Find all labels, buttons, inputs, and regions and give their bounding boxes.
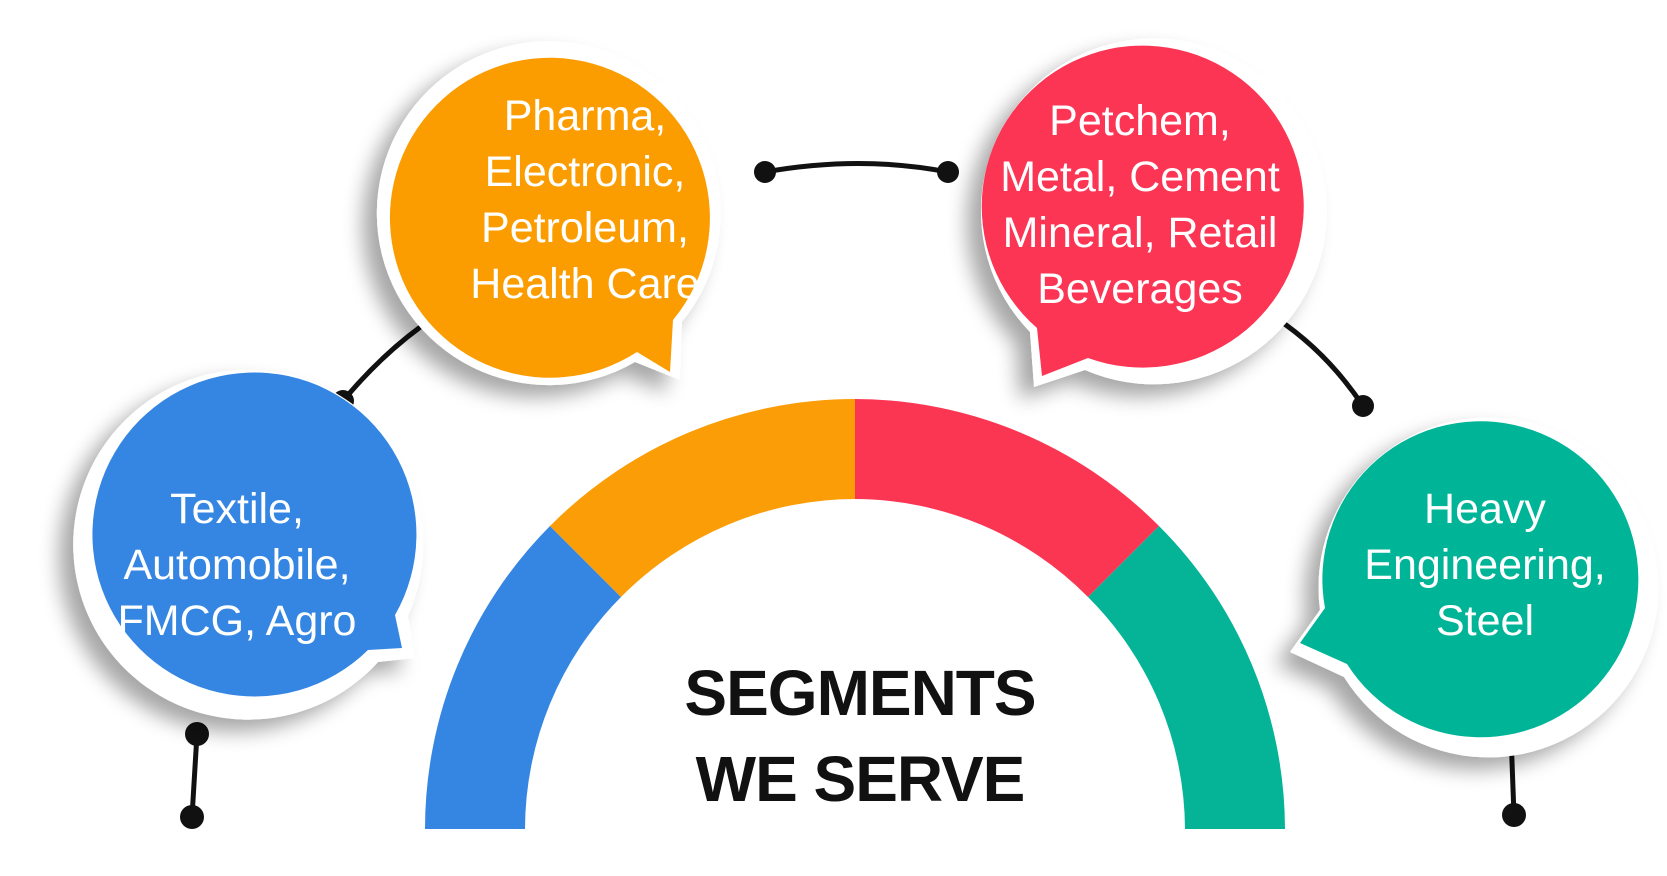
segment-label-orange: Pharma, Electronic, Petroleum, Health Ca…: [425, 80, 745, 320]
connector-dot: [180, 805, 204, 829]
connector-red-teal: [1273, 315, 1366, 409]
arc-segment-blue: [425, 526, 621, 829]
bubble-blue: [73, 369, 424, 720]
segment-line: Mineral, Retail: [1002, 209, 1278, 257]
segment-label-teal: Heavy Engineering, Steel: [1325, 450, 1645, 680]
bubble-orange: [376, 41, 721, 386]
segment-line: Heavy: [1424, 485, 1546, 533]
segment-line: Automobile,: [123, 541, 351, 589]
segment-line: Engineering,: [1364, 541, 1606, 589]
bubble-orange-fill: [389, 57, 710, 378]
segment-label-red: Petchem, Metal, Cement Mineral, Retail B…: [980, 85, 1300, 325]
arc-segment-red: [855, 399, 1159, 597]
segment-line: Pharma,: [503, 92, 667, 140]
connector-dot: [937, 161, 959, 183]
title-line-1: SEGMENTS: [684, 657, 1036, 729]
diagram-title: SEGMENTS WE SERVE: [560, 650, 1160, 822]
segment-line: Steel: [1435, 597, 1534, 645]
segment-line: Petroleum,: [481, 204, 689, 252]
bubble-blue-fill: [92, 372, 417, 697]
bubble-teal: [1290, 417, 1659, 758]
segment-line: FMCG, Agro: [117, 597, 357, 645]
connector-blue-bottom: [189, 731, 200, 820]
bubble-red-fill: [981, 45, 1304, 377]
connector-dot: [185, 722, 209, 746]
arc-segment-teal: [1088, 526, 1285, 829]
segment-line: Metal, Cement: [1000, 153, 1280, 201]
bubble-teal-fill: [1300, 421, 1639, 738]
segment-line: Beverages: [1037, 265, 1243, 313]
segment-line: Health Care: [470, 260, 700, 308]
segment-line: Electronic,: [484, 148, 686, 196]
arc-segment-orange: [550, 399, 855, 597]
segment-line: Textile,: [170, 485, 304, 533]
segment-arc: [425, 399, 1285, 829]
segment-label-blue: Textile, Automobile, FMCG, Agro: [77, 450, 397, 680]
title-line-2: WE SERVE: [695, 743, 1026, 815]
connector-dot: [1352, 395, 1374, 417]
segment-line: Petchem,: [1049, 97, 1231, 145]
bubble-red: [980, 38, 1327, 388]
connector-dot: [1502, 803, 1526, 827]
connector-dot: [754, 161, 776, 183]
connector-orange-red: [762, 161, 951, 175]
